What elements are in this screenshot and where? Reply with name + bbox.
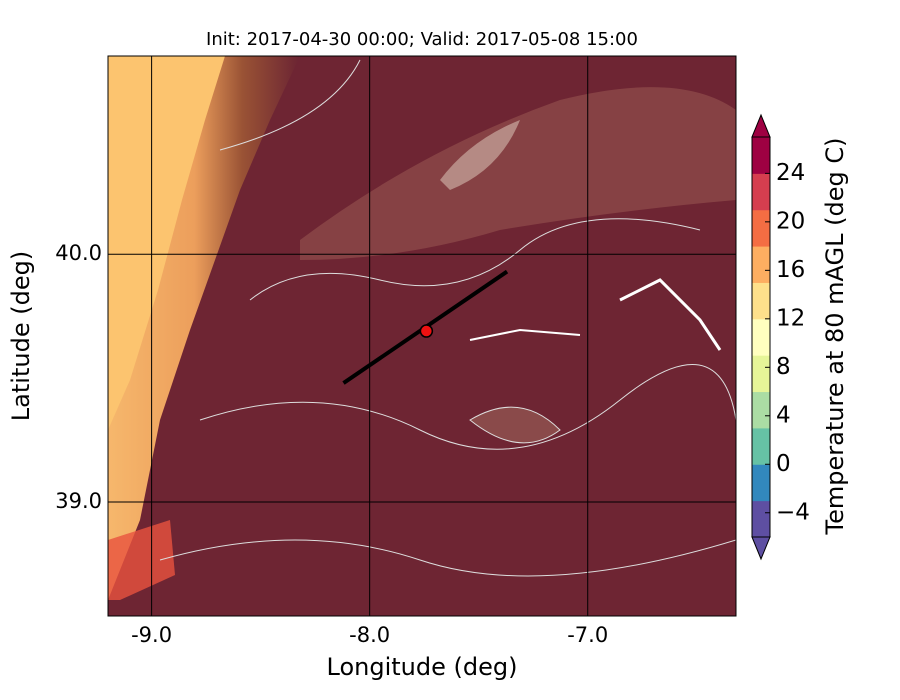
- colorbar-band: [752, 427, 770, 465]
- colorbar-band: [752, 282, 770, 320]
- colorbar-frame: [751, 136, 771, 538]
- colorbar-band: [752, 318, 770, 356]
- x-tick-label: -7.0: [567, 623, 608, 647]
- site-marker: [419, 324, 434, 338]
- y-axis-label: Latitude (deg): [7, 251, 35, 421]
- colorbar-tick-label: 4: [776, 402, 791, 428]
- colorbar-extend: [751, 536, 771, 561]
- colorbar-band: [752, 137, 770, 174]
- colorbar-tick-label: 8: [776, 354, 791, 380]
- x-tick-label: -8.0: [349, 623, 390, 647]
- map-field: [108, 56, 736, 616]
- colorbar-band: [752, 500, 770, 538]
- colorbar-tick-label: 24: [776, 160, 805, 186]
- y-tick-label: 40.0: [55, 241, 102, 265]
- colorbar-extend: [751, 113, 771, 138]
- colorbar-band: [752, 355, 770, 393]
- colorbar-band: [752, 209, 770, 247]
- x-axis-label: Longitude (deg): [327, 653, 518, 681]
- x-tick-label: -9.0: [131, 623, 172, 647]
- colorbar-label: Temperature at 80 mAGL (deg C): [821, 138, 849, 536]
- overlay: [108, 56, 736, 616]
- colorbar-tick-label: 0: [776, 451, 791, 477]
- colorbar-tick-label: 12: [776, 305, 805, 331]
- colorbar-tick-label: 16: [776, 257, 805, 283]
- colorbar-band: [752, 246, 770, 283]
- colorbar-tick-label: −4: [776, 499, 810, 525]
- colorbar-band: [752, 464, 770, 502]
- chart-title: Init: 2017-04-30 00:00; Valid: 2017-05-0…: [206, 29, 638, 50]
- y-tick-label: 39.0: [55, 489, 102, 513]
- colorbar-band: [752, 173, 770, 211]
- colorbar-tick-label: 20: [776, 208, 805, 234]
- colorbar-band: [752, 391, 770, 429]
- plot-frame: [107, 55, 737, 617]
